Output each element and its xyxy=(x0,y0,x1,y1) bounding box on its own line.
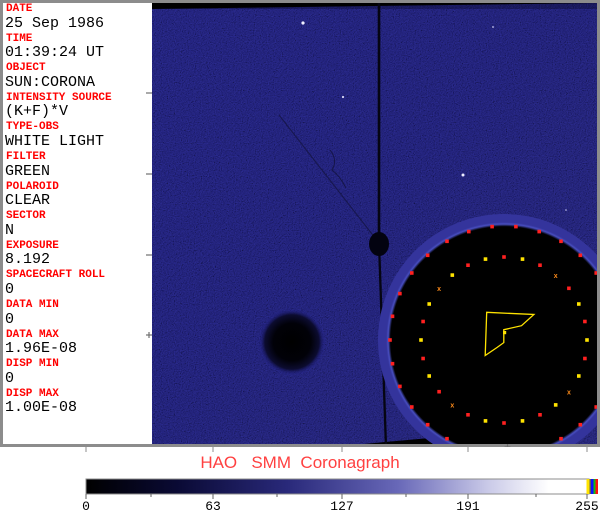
svg-text:63: 63 xyxy=(205,499,221,512)
svg-text:x: x xyxy=(554,273,558,280)
svg-text:x: x xyxy=(437,286,441,293)
svg-text:x: x xyxy=(450,403,454,410)
svg-text:x: x xyxy=(567,390,571,397)
svg-text:255: 255 xyxy=(575,499,598,512)
svg-text:HAO SMM Coronagraph: HAO SMM Coronagraph xyxy=(200,453,399,472)
svg-text:127: 127 xyxy=(330,499,353,512)
svg-text:0: 0 xyxy=(82,499,90,512)
svg-text:191: 191 xyxy=(456,499,480,512)
